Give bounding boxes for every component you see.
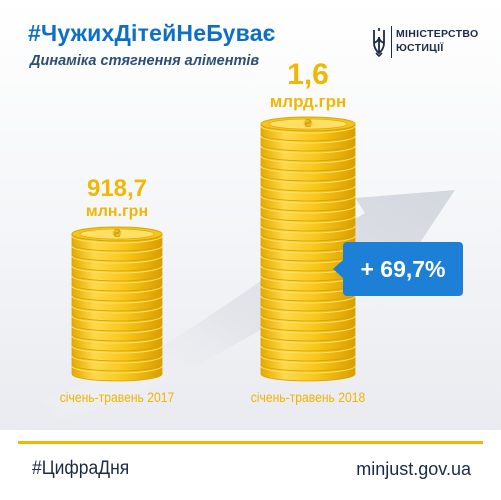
coin-stack-chart: ₴₴ — [40, 116, 455, 420]
campaign-hashtag: #ЧужихДітейНеБуває — [28, 20, 276, 46]
value-label-2017: 918,7 — [86, 175, 148, 202]
ministry-name-line2: ЮСТИЦІЇ — [396, 42, 444, 54]
hryvnia-icon: ₴ — [112, 227, 121, 240]
unit-label-2018: млрд.грн — [269, 92, 347, 111]
chart-subtitle: Динаміка стягнення аліментів — [30, 53, 260, 69]
footer-url: minjust.gov.ua — [356, 459, 471, 479]
unit-label-2017: млн.грн — [85, 203, 149, 220]
coin-stack-bar-2: ₴ — [260, 116, 356, 382]
ministry-logo: МІНІСТЕРСТВО ЮСТИЦІЇ — [371, 24, 481, 60]
logo-divider — [391, 26, 392, 58]
hryvnia-icon: ₴ — [303, 117, 312, 130]
growth-percent: + 69,7% — [360, 256, 446, 282]
ministry-name-line1: МІНІСТЕРСТВО — [396, 28, 479, 40]
coin-stack-bar-1: ₴ — [71, 226, 163, 382]
footer-divider — [18, 441, 483, 444]
ministry-name: МІНІСТЕРСТВО ЮСТИЦІЇ — [396, 27, 478, 55]
trident-icon — [373, 28, 385, 57]
growth-badge: + 69,7% — [333, 242, 463, 296]
category-label-2018: січень-травень 2018 — [250, 390, 366, 405]
value-label-2018: 1,6 — [287, 58, 329, 91]
footer-hashtag: #ЦифраДня — [32, 458, 130, 479]
category-label-2017: січень-травень 2017 — [59, 390, 175, 405]
